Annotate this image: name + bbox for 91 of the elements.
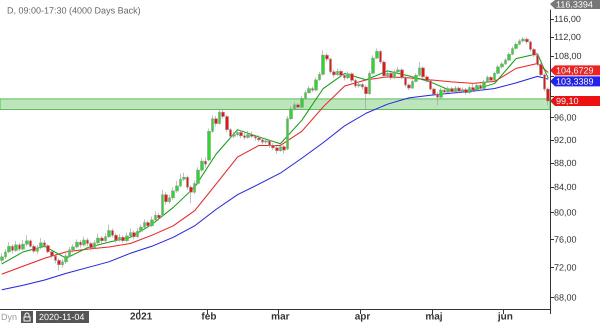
candlestick (257, 134, 261, 142)
candlestick (475, 83, 479, 92)
candlestick (161, 189, 164, 217)
candlestick (79, 240, 82, 248)
candlestick (132, 230, 136, 240)
text: 116,3394 (556, 0, 593, 10)
candlestick (279, 143, 282, 152)
candlestick (100, 236, 104, 244)
candlestick (246, 130, 250, 139)
candlestick (118, 234, 121, 242)
candlestick (21, 240, 25, 251)
x-tick-label: mar (271, 312, 290, 322)
text: 99,10 (556, 96, 579, 106)
candlestick (346, 71, 350, 80)
candlestick (114, 232, 118, 244)
y-tick-label: 116,00 (554, 14, 581, 24)
candlestick (232, 132, 236, 138)
candlestick (268, 139, 271, 148)
candlestick (143, 218, 146, 229)
candlestick (75, 239, 79, 249)
candlestick (46, 244, 50, 254)
candlestick (336, 68, 339, 76)
candlestick (521, 36, 525, 43)
x-tick-label: feb (201, 312, 216, 322)
chart-title: D, 09:00-17:30 (4000 Days Back) (7, 6, 141, 16)
y-tick-label: 84,00 (554, 182, 577, 192)
candlestick (18, 242, 21, 252)
y-tick-label: 92,00 (554, 134, 577, 145)
y-tick-label: 96,00 (554, 112, 577, 123)
text: Dyn (1, 312, 18, 322)
candlestick (82, 236, 86, 247)
candlestick (129, 228, 132, 238)
candlestick (14, 240, 18, 252)
candlestick (329, 57, 332, 74)
candlestick (11, 244, 14, 254)
candlestick (457, 86, 461, 94)
candlestick (121, 234, 125, 244)
x-tick-label: apr (354, 312, 370, 322)
candlestick (357, 81, 361, 88)
x-tick-label: jun (496, 312, 513, 322)
candlestick (218, 109, 221, 125)
candlestick (464, 88, 468, 96)
candlestick (250, 131, 254, 138)
candlestick (146, 220, 150, 229)
candlestick (446, 86, 450, 94)
candlestick (489, 76, 493, 83)
candlestick (136, 228, 139, 238)
candlestick (89, 241, 93, 251)
candlestick (25, 234, 29, 247)
y-tick-label: 108,00 (554, 51, 582, 62)
candlestick (264, 137, 268, 144)
candlestick (96, 234, 100, 245)
candlestick (261, 138, 264, 145)
candlestick (125, 232, 129, 242)
x-tick-label: maj (425, 312, 443, 322)
y-tick-label: 80,00 (554, 208, 577, 218)
data-label: 104,6729 (556, 65, 594, 76)
y-tick-label: 112,00 (554, 32, 581, 42)
candlestick (389, 72, 393, 80)
x-tick-label: 2021 (130, 312, 153, 322)
candlestick (518, 38, 521, 46)
candlestick (443, 88, 446, 95)
data-label: 103,3389 (556, 76, 594, 86)
candlestick (275, 145, 279, 154)
candlestick (343, 73, 346, 81)
candlestick (254, 134, 257, 142)
candlestick (32, 244, 36, 254)
candlestick (482, 80, 486, 90)
candlestick (450, 86, 454, 94)
candlestick (57, 258, 61, 271)
candlestick (0, 252, 4, 264)
candlestick (468, 85, 471, 94)
candlestick (454, 86, 457, 93)
candlestick (107, 224, 111, 238)
y-tick-label: 76,00 (554, 234, 577, 244)
candlestick (461, 87, 464, 93)
candlestick (243, 132, 246, 140)
candlestick (236, 129, 239, 137)
y-tick-label: 72,00 (554, 262, 577, 273)
candlestick (86, 238, 89, 247)
y-tick-label: 88,00 (554, 158, 577, 168)
candlestick (421, 66, 425, 79)
candlestick (271, 142, 275, 150)
candlestick (239, 130, 243, 138)
y-tick-label: 68,00 (554, 292, 577, 302)
candlestick (471, 84, 475, 92)
candlestick (393, 69, 396, 80)
candlestick (436, 92, 439, 106)
text: 2020-11-04 (39, 312, 84, 322)
candlestick (339, 69, 343, 78)
candlestick (479, 84, 482, 91)
